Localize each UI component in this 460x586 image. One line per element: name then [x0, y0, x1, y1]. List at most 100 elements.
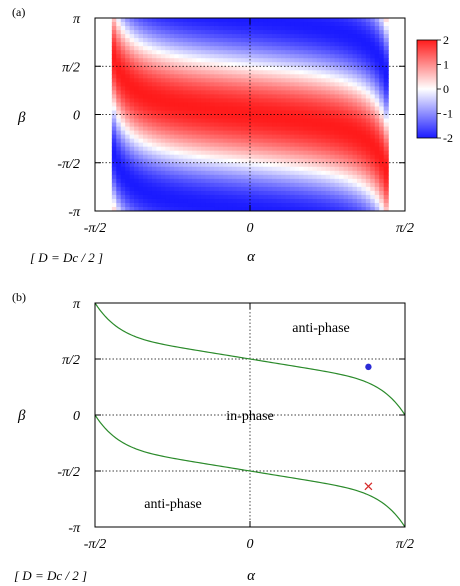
- heatmap-cell: [134, 166, 140, 172]
- heatmap-cell: [276, 174, 282, 180]
- heatmap-cell: [379, 122, 385, 128]
- heatmap-cell: [125, 42, 131, 47]
- heatmap-cell: [267, 94, 273, 100]
- heatmap-cell: [285, 18, 291, 23]
- heatmap-cell: [196, 178, 202, 184]
- heatmap-cell: [165, 170, 171, 176]
- heatmap-cell: [134, 22, 140, 27]
- heatmap-cell: [151, 18, 158, 23]
- heatmap-cell: [330, 114, 336, 120]
- heatmap-cell: [196, 166, 202, 172]
- heatmap-cell: [312, 94, 318, 100]
- heatmap-cell: [343, 126, 349, 132]
- heatmap-cell: [343, 18, 349, 23]
- heatmap-cell: [334, 62, 340, 67]
- heatmap-cell: [285, 118, 291, 124]
- heatmap-cell: [151, 86, 158, 91]
- heatmap-cell: [129, 54, 135, 59]
- heatmap-cell: [267, 62, 273, 67]
- heatmap-cell: [125, 110, 131, 116]
- heatmap-cell: [263, 194, 269, 200]
- heatmap-cell: [227, 42, 233, 47]
- heatmap-cell: [178, 198, 184, 204]
- heatmap-cell: [209, 170, 215, 176]
- heatmap-cell: [325, 94, 331, 100]
- heatmap-cell: [111, 142, 117, 148]
- heatmap-cell: [169, 74, 175, 79]
- heatmap-cell: [263, 18, 269, 23]
- heatmap-cell: [312, 134, 318, 140]
- heatmap-cell: [258, 150, 264, 156]
- heatmap-cell: [129, 170, 135, 176]
- heatmap-cell: [223, 34, 229, 39]
- heatmap-cell: [348, 82, 354, 87]
- heatmap-cell: [383, 102, 389, 108]
- heatmap-cell: [299, 18, 305, 23]
- heatmap-cell: [356, 166, 363, 172]
- heatmap-cell: [352, 150, 358, 156]
- heatmap-cell: [272, 158, 278, 164]
- heatmap-cell: [165, 126, 171, 132]
- heatmap-cell: [321, 126, 327, 132]
- heatmap-cell: [339, 166, 345, 172]
- heatmap-cell: [303, 146, 309, 152]
- heatmap-cell: [178, 102, 184, 108]
- heatmap-cell: [241, 174, 247, 180]
- heatmap-cell: [294, 122, 300, 128]
- heatmap-cell: [307, 70, 313, 75]
- heatmap-cell: [334, 158, 340, 164]
- heatmap-cell: [383, 94, 389, 100]
- heatmap-cell: [129, 130, 135, 136]
- heatmap-cell: [276, 118, 282, 124]
- heatmap-cell: [156, 138, 162, 144]
- heatmap-cell: [214, 30, 220, 35]
- colorbar-tick-label: -2: [443, 131, 453, 145]
- heatmap-cell: [245, 206, 251, 211]
- heatmap-cell: [151, 154, 158, 160]
- heatmap-cell: [151, 102, 158, 108]
- heatmap-cell: [223, 158, 229, 164]
- heatmap-cell: [125, 22, 131, 27]
- heatmap-cell: [143, 38, 149, 43]
- heatmap-cell: [143, 30, 149, 35]
- heatmap-cell: [192, 18, 198, 23]
- heatmap-cell: [334, 70, 340, 75]
- heatmap-cell: [254, 146, 260, 152]
- heatmap-cell: [316, 46, 322, 51]
- heatmap-cell: [254, 22, 260, 27]
- heatmap-cell: [254, 42, 260, 47]
- heatmap-cell: [187, 178, 193, 184]
- heatmap-cell: [218, 102, 224, 108]
- heatmap-cell: [214, 106, 220, 112]
- heatmap-cell: [307, 94, 313, 100]
- heatmap-cell: [223, 30, 229, 35]
- heatmap-cell: [232, 50, 238, 55]
- heatmap-cell: [223, 78, 229, 83]
- heatmap-cell: [325, 74, 331, 79]
- heatmap-cell: [312, 118, 318, 124]
- heatmap-cell: [129, 206, 135, 211]
- heatmap-cell: [339, 186, 345, 192]
- heatmap-cell: [285, 30, 291, 35]
- heatmap-cell: [192, 62, 198, 67]
- heatmap-cell: [200, 202, 207, 208]
- heatmap-cell: [218, 162, 224, 168]
- heatmap-cell: [330, 78, 336, 83]
- heatmap-cell: [343, 50, 349, 55]
- heatmap-cell: [370, 90, 376, 95]
- heatmap-cell: [174, 22, 180, 27]
- heatmap-cell: [143, 166, 149, 172]
- heatmap-cell: [187, 170, 193, 176]
- heatmap-cell: [236, 90, 242, 95]
- heatmap-cell: [138, 158, 144, 164]
- heatmap-cell: [174, 70, 180, 75]
- heatmap-cell: [138, 38, 144, 43]
- heatmap-cell: [156, 130, 162, 136]
- heatmap-cell: [285, 114, 291, 120]
- heatmap-cell: [125, 98, 131, 104]
- heatmap-cell: [129, 114, 135, 120]
- heatmap-cell: [147, 42, 153, 47]
- heatmap-cell: [236, 126, 242, 132]
- heatmap-cell: [383, 198, 389, 204]
- heatmap-cell: [223, 38, 229, 43]
